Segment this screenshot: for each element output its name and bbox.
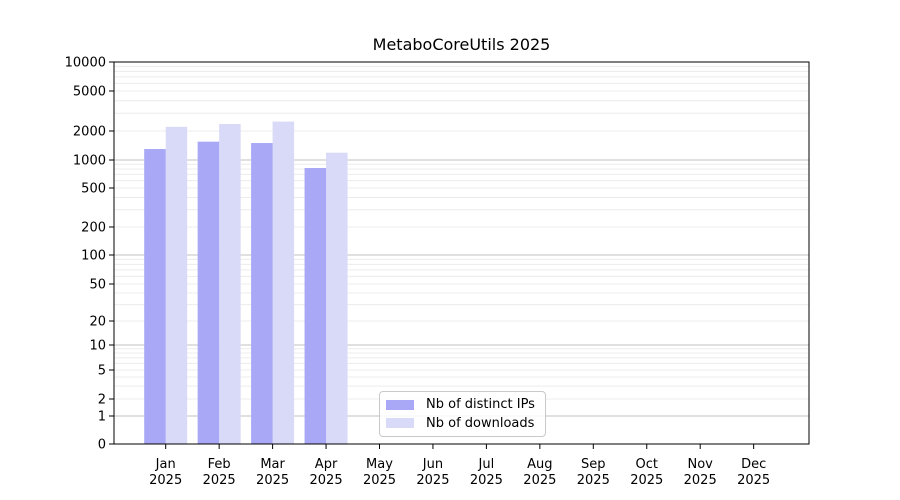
legend-item-downloads: Nb of downloads xyxy=(386,415,539,431)
x-tick-label-year-sep: 2025 xyxy=(577,473,610,488)
bar-downloads-apr xyxy=(326,152,348,444)
y-tick-label: 2000 xyxy=(73,125,106,140)
x-tick-label-month-may: May xyxy=(366,457,393,472)
y-tick-label: 2 xyxy=(98,393,106,408)
x-tick-label-month-jul: Jul xyxy=(478,457,495,472)
x-tick-label-month-jun: Jun xyxy=(422,457,443,472)
bar-distinct-ips-apr xyxy=(304,168,327,444)
x-tick-label-month-feb: Feb xyxy=(208,457,231,472)
x-tick-label-month-nov: Nov xyxy=(688,457,714,472)
x-tick-label-month-jan: Jan xyxy=(155,457,176,472)
legend-item-distinct-ips: Nb of distinct IPs xyxy=(386,397,539,413)
x-tick-label-year-nov: 2025 xyxy=(684,473,717,488)
chart-title: MetaboCoreUtils 2025 xyxy=(372,35,551,54)
y-tick-label: 50 xyxy=(89,278,106,293)
x-tick-label-year-oct: 2025 xyxy=(630,473,663,488)
bar-downloads-jan xyxy=(165,126,188,445)
x-tick-label-year-aug: 2025 xyxy=(523,473,556,488)
legend-swatch-distinct-ips xyxy=(386,399,414,410)
bar-downloads-feb xyxy=(219,123,241,444)
legend-label-downloads: Nb of downloads xyxy=(426,415,535,431)
legend-swatch-downloads xyxy=(386,418,414,429)
bar-distinct-ips-jan xyxy=(144,149,166,444)
y-tick-label: 5000 xyxy=(73,85,106,100)
y-tick-label: 20 xyxy=(89,315,106,330)
y-tick-label: 200 xyxy=(81,221,106,236)
legend-label-distinct-ips: Nb of distinct IPs xyxy=(426,397,535,413)
bar-downloads-mar xyxy=(272,121,295,445)
y-tick-label: 500 xyxy=(81,182,106,197)
x-tick-label-year-dec: 2025 xyxy=(737,473,770,488)
x-tick-label-year-apr: 2025 xyxy=(310,473,343,488)
x-tick-label-year-mar: 2025 xyxy=(256,473,289,488)
y-tick-label: 1000 xyxy=(73,154,106,169)
x-tick-label-year-may: 2025 xyxy=(363,473,396,488)
x-tick-label-month-aug: Aug xyxy=(527,457,552,472)
y-tick-label: 0 xyxy=(98,438,106,453)
x-tick-label-year-jul: 2025 xyxy=(470,473,503,488)
x-tick-label-month-oct: Oct xyxy=(636,457,658,472)
x-tick-label-month-apr: Apr xyxy=(315,457,338,472)
x-tick-label-year-feb: 2025 xyxy=(203,473,236,488)
y-tick-label: 10 xyxy=(89,339,106,354)
x-tick-label-year-jan: 2025 xyxy=(149,473,182,488)
x-tick-label-month-dec: Dec xyxy=(741,457,766,472)
x-tick-label-month-sep: Sep xyxy=(581,457,606,472)
bar-distinct-ips-mar xyxy=(251,143,273,445)
y-tick-label: 1 xyxy=(98,410,106,425)
y-tick-label: 100 xyxy=(81,249,106,264)
x-tick-label-year-jun: 2025 xyxy=(416,473,449,488)
y-tick-label: 5 xyxy=(98,364,106,379)
legend: Nb of distinct IPs Nb of downloads xyxy=(379,391,546,437)
plot-border xyxy=(113,61,810,445)
y-tick-label: 10000 xyxy=(65,56,106,71)
x-tick-label-month-mar: Mar xyxy=(260,457,285,472)
bar-distinct-ips-feb xyxy=(197,141,220,444)
